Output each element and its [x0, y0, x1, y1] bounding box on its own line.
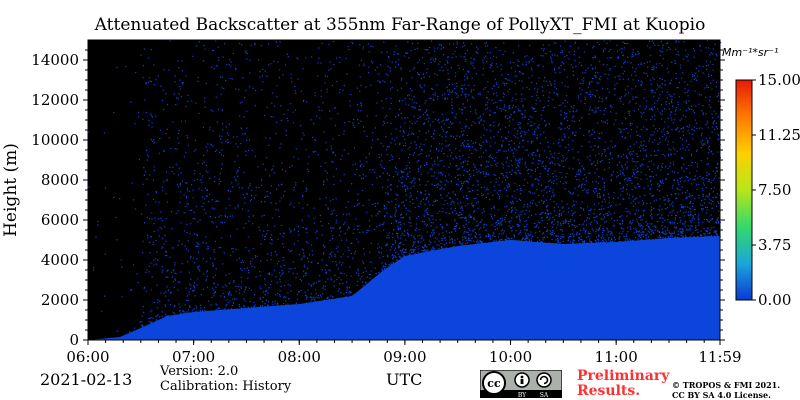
y-tick-label: 0 [69, 331, 79, 349]
colorbar-tick-label: 11.25 [758, 126, 800, 144]
preliminary-label-line1: Preliminary [577, 368, 670, 384]
y-tick-label: 14000 [31, 51, 79, 69]
y-tick-label: 2000 [41, 291, 79, 309]
x-tick-label: 10:00 [489, 348, 532, 366]
x-tick-label: 08:00 [278, 348, 321, 366]
y-tick-label: 10000 [31, 131, 79, 149]
cc-icon-text: cc [487, 377, 501, 390]
copyright-line1: © TROPOS & FMI 2021. [672, 380, 781, 390]
colorbar-tick-label: 15.00 [758, 71, 800, 89]
colorbar-unit: Mm⁻¹*sr⁻¹ [722, 46, 779, 59]
cc-icon [482, 371, 506, 395]
by-text: BY [518, 392, 527, 398]
copyright-line2: CC BY SA 4.0 License. [672, 390, 771, 400]
cc-license-badge: cc BY SA [480, 370, 562, 398]
backscatter-noise [88, 40, 722, 333]
colorbar [735, 79, 753, 301]
x-tick-label: 11:59 [698, 348, 741, 366]
colorbar-tick-label: 3.75 [758, 236, 791, 254]
colorbar-tick-label: 0.00 [758, 291, 791, 309]
x-tick-label: 07:00 [172, 348, 215, 366]
y-tick-label: 8000 [41, 171, 79, 189]
x-tick-label: 06:00 [66, 348, 109, 366]
preliminary-label-line2: Results. [577, 383, 641, 399]
y-tick-label: 4000 [41, 251, 79, 269]
sa-icon [536, 372, 552, 388]
sa-text: SA [540, 392, 549, 398]
y-tick-label: 6000 [41, 211, 79, 229]
x-tick-label: 09:00 [383, 348, 426, 366]
date-label: 2021-02-13 [40, 370, 133, 389]
chart-title: Attenuated Backscatter at 355nm Far-Rang… [94, 15, 706, 35]
calibration-label: Calibration: History [160, 379, 292, 394]
x-tick-label: 11:00 [595, 348, 638, 366]
x-axis-label: UTC [386, 370, 423, 389]
backscatter-signal-area [88, 236, 720, 340]
y-tick-label: 12000 [31, 91, 79, 109]
version-label: Version: 2.0 [160, 364, 239, 379]
colorbar-tick-label: 7.50 [758, 181, 791, 199]
